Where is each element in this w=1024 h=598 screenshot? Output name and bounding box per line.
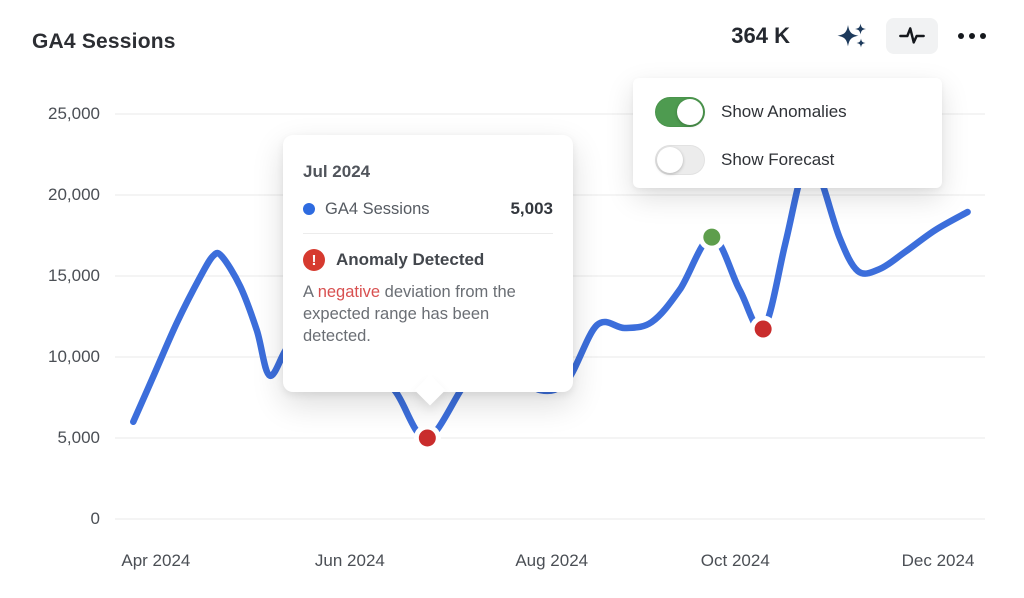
pulse-icon — [899, 27, 925, 44]
tooltip-date: Jul 2024 — [303, 162, 371, 181]
alert-icon: ! — [303, 249, 325, 271]
anomaly-marker-negative[interactable] — [418, 429, 436, 447]
sparkles-icon — [837, 23, 866, 48]
toggle-knob — [657, 147, 683, 173]
y-axis-label: 5,000 — [57, 428, 100, 447]
more-options-button[interactable] — [950, 18, 994, 54]
ai-insights-button[interactable] — [830, 18, 874, 54]
anomaly-detection-button[interactable] — [886, 18, 938, 54]
ellipsis-icon — [958, 33, 986, 39]
anomaly-marker-positive[interactable] — [703, 228, 721, 246]
anomaly-marker-negative[interactable] — [754, 320, 772, 338]
tooltip-series-label: GA4 Sessions — [325, 199, 430, 218]
tooltip-series-row: GA4 Sessions 5,003 — [303, 199, 553, 219]
chart-tooltip: Jul 2024 GA4 Sessions 5,003 ! Anomaly De… — [283, 135, 573, 392]
y-axis-label: 20,000 — [48, 185, 100, 204]
page-title: GA4 Sessions — [32, 30, 176, 53]
show-anomalies-label: Show Anomalies — [721, 102, 847, 121]
y-axis-label: 0 — [90, 509, 100, 528]
x-axis-label: Oct 2024 — [700, 551, 770, 570]
anomaly-description-highlight: negative — [317, 283, 381, 301]
x-axis-label: Apr 2024 — [121, 551, 191, 570]
header-controls: 364 K — [731, 18, 994, 54]
x-axis-label: Dec 2024 — [901, 551, 975, 570]
x-axis-label: Jun 2024 — [314, 551, 385, 570]
toggle-knob — [677, 99, 703, 125]
x-axis-label: Aug 2024 — [515, 551, 589, 570]
series-marker-icon — [303, 203, 315, 215]
y-axis-label: 25,000 — [48, 104, 100, 123]
show-anomalies-row: Show Anomalies — [655, 97, 942, 127]
show-anomalies-toggle[interactable] — [655, 97, 705, 127]
chart-options-popover: Show Anomalies Show Forecast — [633, 78, 942, 188]
tooltip-value: 5,003 — [510, 199, 553, 218]
total-value-badge: 364 K — [731, 23, 790, 48]
show-forecast-label: Show Forecast — [721, 150, 835, 169]
show-forecast-toggle[interactable] — [655, 145, 705, 175]
anomaly-description: A negative deviation from the expected r… — [303, 283, 516, 345]
show-forecast-row: Show Forecast — [655, 145, 942, 175]
anomaly-alert-row: ! Anomaly Detected — [303, 249, 553, 271]
tooltip-divider — [303, 233, 553, 234]
anomaly-alert-title: Anomaly Detected — [336, 250, 485, 269]
y-axis-label: 10,000 — [48, 347, 100, 366]
y-axis-label: 15,000 — [48, 266, 100, 285]
widget-header: GA4 Sessions 364 K — [0, 0, 1024, 64]
